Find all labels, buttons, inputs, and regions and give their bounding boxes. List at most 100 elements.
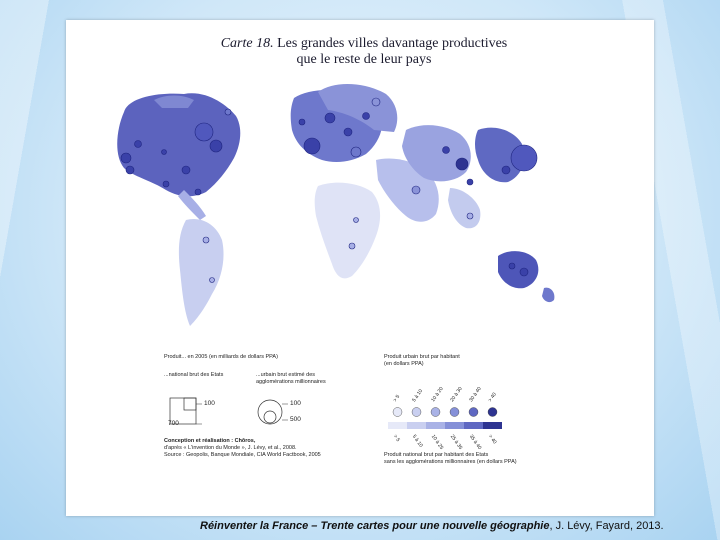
continent-shapes: [117, 83, 555, 326]
legend-urban-label: ...urbain brut estimé des agglomérations…: [256, 372, 346, 386]
city-circle: [324, 112, 336, 124]
legend-national-per-capita-line2: sans les agglomérations millionnaires (e…: [384, 459, 517, 465]
city-circle: [181, 165, 191, 175]
scale-bottom-tick: > 40: [487, 434, 498, 446]
city-circle: [161, 149, 167, 155]
city-circle: [202, 236, 210, 244]
city-circle: [194, 122, 214, 142]
city-circle: [442, 146, 450, 154]
legend-square-large: [169, 397, 197, 425]
legend-circle-small: [263, 410, 277, 424]
legend-product-heading: Produit... en 2005 (en milliards de doll…: [164, 354, 278, 360]
city-circle: [353, 217, 359, 223]
north-america-shape: [117, 93, 241, 197]
southeast-asia-shape: [448, 188, 481, 229]
scale-circle-swatch: [430, 407, 441, 417]
legend-urban-label-line1: ...urbain brut estimé des: [256, 372, 316, 378]
south-america-shape: [178, 218, 224, 326]
scale-top-tick: 5 à 10: [411, 388, 424, 403]
scale-bottom-tick: > 5: [392, 434, 401, 443]
scale-rect-swatch: [407, 422, 426, 429]
legend-urban-per-capita-line2: (en dollars PPA): [384, 361, 424, 367]
city-circle: [411, 185, 421, 195]
city-circle: [348, 242, 356, 250]
scale-top-tick: 10 à 20: [430, 386, 445, 403]
city-circle: [501, 165, 511, 175]
legend-circle-large: [257, 399, 283, 425]
legend-urban-per-capita-line1: Produit urbain brut par habitant: [384, 354, 460, 360]
city-circle: [466, 212, 474, 220]
legend-square-small-value: 100: [204, 400, 215, 407]
city-circle: [350, 146, 362, 158]
legend-circle-large-value: 500: [290, 416, 301, 423]
city-circle: [209, 139, 223, 153]
scale-rect-swatch: [483, 422, 502, 429]
alaska-shape: [154, 95, 194, 108]
map-title-line2: que le reste de leur pays: [296, 52, 432, 67]
map-title-line1: Les grandes villes davantage productives: [277, 36, 508, 51]
city-circle: [194, 188, 202, 196]
scale-bottom-tick: 10 à 25: [430, 434, 445, 451]
legend-credits-line1: Conception et réalisation : Chôros,: [164, 438, 256, 444]
legend-square-large-value: 700: [168, 420, 179, 427]
russia-shape: [318, 83, 398, 132]
legend-proportional-symbols: [169, 397, 288, 425]
china-shape: [402, 125, 471, 182]
legend-national-per-capita-line1: Produit national brut par habitant des E…: [384, 452, 489, 458]
scale-bottom-tick: 25 à 35: [449, 434, 464, 451]
legend-circle-small-value: 100: [290, 400, 301, 407]
scale-top-tick: > 40: [487, 391, 498, 403]
scale-top-tick: 30 à 40: [468, 386, 483, 403]
city-circle: [466, 178, 474, 186]
legend-credits-line2: d'après « L'invention du Monde », J. Lév…: [164, 445, 297, 451]
city-circle: [134, 140, 142, 148]
legend-source: Source : Geopolis, Banque Mondiale, CIA …: [164, 452, 321, 458]
scale-bottom-tick: 5 à 10: [411, 434, 424, 449]
caption-title: Réinventer la France – Trente cartes pou…: [200, 520, 550, 532]
map-figure: Carte 18. Les grandes villes davantage p…: [66, 20, 654, 516]
legend-national-per-capita: Produit national brut par habitant des E…: [384, 452, 604, 466]
scale-top-tick: > 5: [392, 394, 401, 403]
legend-national-label: ...national brut des Etats: [164, 372, 224, 378]
caption-rest: , J. Lévy, Fayard, 2013.: [549, 520, 664, 532]
slide-caption: Réinventer la France – Trente cartes pou…: [200, 520, 720, 532]
scale-bottom-tick: 35 à 40: [468, 434, 483, 451]
scale-circle-swatch: [411, 407, 422, 417]
africa-shape: [314, 182, 381, 279]
legend-square-small: [183, 397, 197, 411]
city-circle: [455, 157, 469, 171]
world-cartogram: [117, 83, 555, 326]
scale-circle-swatch: [392, 407, 403, 417]
city-circle: [162, 180, 170, 188]
city-circle: [508, 262, 516, 270]
city-circle: [519, 267, 529, 277]
city-circle: [510, 144, 538, 172]
city-circle: [224, 108, 232, 116]
scale-rect-swatch: [388, 422, 407, 429]
scale-rect-swatch: [464, 422, 483, 429]
city-circles: [120, 97, 538, 283]
city-circle: [209, 277, 215, 283]
city-circle: [343, 127, 353, 137]
city-circle: [303, 137, 321, 155]
japan-shape: [475, 127, 525, 183]
scale-circle-swatch: [487, 407, 498, 417]
central-america-shape: [178, 190, 206, 220]
australia-shape: [498, 251, 539, 289]
city-circle: [298, 118, 306, 126]
map-title: Carte 18. Les grandes villes davantage p…: [184, 36, 544, 68]
scale-rect-swatch: [426, 422, 445, 429]
scale-top-tick: 20 à 30: [449, 386, 464, 403]
scale-circle-swatch: [449, 407, 460, 417]
city-circle: [125, 165, 135, 175]
city-circle: [371, 97, 381, 107]
scale-rect-swatch: [445, 422, 464, 429]
new-zealand-shape: [542, 287, 555, 303]
scale-circle-swatch: [468, 407, 479, 417]
legend-urban-per-capita-heading: Produit urbain brut par habitant (en dol…: [384, 354, 524, 368]
legend-urban-label-line2: agglomérations millionnaires: [256, 379, 326, 385]
legend-credits: Conception et réalisation : Chôros, d'ap…: [164, 438, 384, 459]
city-circle: [120, 152, 132, 164]
legend-class-scale: > 5 > 5 5 à 10 5 à 10 10 à 20 10 à 25 20 à 30 2…: [388, 386, 502, 451]
city-circle: [362, 112, 370, 120]
